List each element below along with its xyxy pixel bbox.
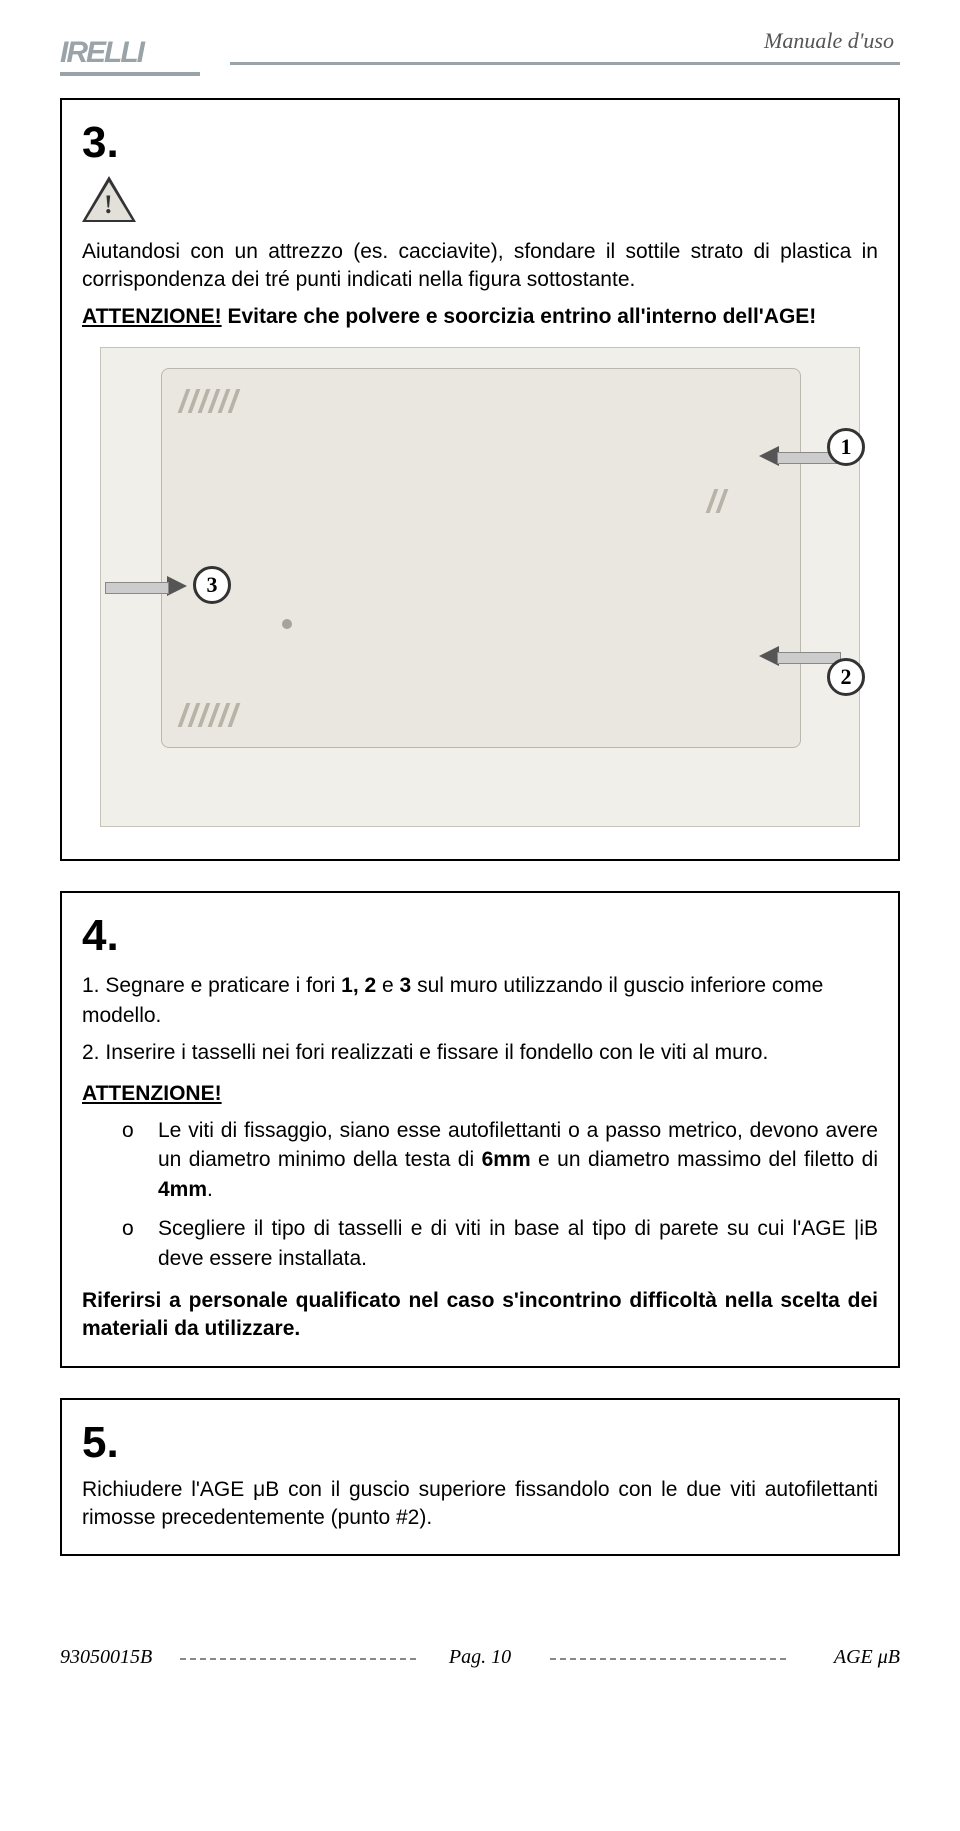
step-5-number: 5. <box>82 1418 878 1468</box>
arrow-icon <box>759 648 839 664</box>
warning-mark: ! <box>104 190 113 220</box>
step-4-box: 4. 1. Segnare e praticare i fori 1, 2 e … <box>60 891 900 1368</box>
arrow-icon <box>107 578 187 594</box>
device-figure: 1 2 3 <box>100 347 860 827</box>
footer-page-number: Pag. 10 <box>449 1646 511 1669</box>
step-3-number: 3. <box>82 118 878 168</box>
step-4-closing: Riferirsi a personale qualificato nel ca… <box>82 1287 878 1344</box>
step-5-body: Richiudere l'AGE μB con il guscio superi… <box>82 1476 878 1533</box>
vent-icon <box>182 703 252 727</box>
callout-3: 3 <box>193 566 231 604</box>
page: IRELLI Manuale d'uso 3. ! Aiutandosi con… <box>0 0 960 1726</box>
step-3-body: Aiutandosi con un attrezzo (es. cacciavi… <box>82 238 878 295</box>
step-3-box: 3. ! Aiutandosi con un attrezzo (es. cac… <box>60 98 900 861</box>
page-header: IRELLI Manuale d'uso <box>60 28 900 98</box>
dot-icon <box>282 619 292 629</box>
step-3-attention-body: Evitare che polvere e soorcizia entrino … <box>227 305 816 328</box>
callout-2: 2 <box>827 658 865 696</box>
step-4-bullet-1: Le viti di fissaggio, siano esse autofil… <box>122 1116 878 1204</box>
manual-title: Manuale d'uso <box>764 28 894 54</box>
footer-line-icon <box>180 1658 420 1660</box>
logo-bar-icon <box>60 72 200 76</box>
pirelli-logo: IRELLI <box>60 36 220 84</box>
footer-product: AGE μB <box>834 1646 900 1669</box>
step-4-attention-label: ATTENZIONE! <box>82 1082 878 1106</box>
step-4-item-1: 1. Segnare e praticare i fori 1, 2 e 3 s… <box>82 971 878 1032</box>
vent-icon <box>710 489 780 513</box>
footer-doc-code: 93050015B <box>60 1646 152 1669</box>
callout-1: 1 <box>827 428 865 466</box>
step-4-bullet-2: Scegliere il tipo di tasselli e di viti … <box>122 1214 878 1273</box>
step-4-number: 4. <box>82 911 878 961</box>
header-divider <box>230 62 900 65</box>
step-4-item-2: 2. Inserire i tasselli nei fori realizza… <box>82 1038 878 1068</box>
step-4-bullet-list: Le viti di fissaggio, siano esse autofil… <box>122 1116 878 1273</box>
warning-icon: ! <box>82 176 878 224</box>
page-footer: 93050015B Pag. 10 AGE μB <box>60 1646 900 1686</box>
vent-icon <box>182 389 252 413</box>
device-plate <box>161 368 801 748</box>
logo-text: IRELLI <box>60 36 143 69</box>
step-3-attention-label: ATTENZIONE! <box>82 305 222 328</box>
step-5-box: 5. Richiudere l'AGE μB con il guscio sup… <box>60 1398 900 1557</box>
footer-line-icon <box>550 1658 790 1660</box>
